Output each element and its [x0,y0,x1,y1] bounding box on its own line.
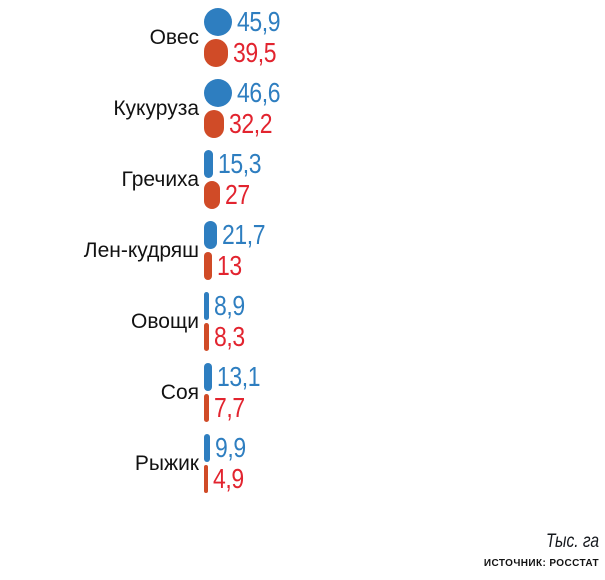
value-label-red: 7,7 [214,392,245,423]
unit-label: Тыс. га [545,531,599,552]
chart-rows: Овес 45,9 39,5 Кукуруза 46,6 32,2 Гречиха 15,3 2… [0,6,290,505]
value-label-blue: 8,9 [214,290,245,321]
bar-line-blue: 15,3 [204,148,271,179]
value-label-red: 4,9 [213,463,244,494]
chart-row: Лен-кудряш 21,7 13 [0,219,290,281]
chart-row: Соя 13,1 7,7 [0,361,290,423]
value-label-blue: 9,9 [215,432,246,463]
bar-group: 13,1 7,7 [204,361,270,423]
value-label-blue: 45,9 [237,6,281,37]
bar-group: 15,3 27 [204,148,271,210]
value-label-red: 13 [217,250,242,281]
chart-footer: Тыс. га ИСТОЧНИК: РОССТАТ [484,531,599,569]
chart-row: Овес 45,9 39,5 [0,6,290,68]
category-label: Овес [149,25,199,49]
value-label-blue: 13,1 [217,361,261,392]
bar-line-red: 7,7 [204,392,270,423]
value-label-red: 39,5 [233,37,277,68]
bar-blue [204,292,209,320]
bar-line-blue: 8,9 [204,290,251,321]
bar-line-blue: 21,7 [204,219,275,250]
bar-blue [204,150,213,178]
value-label-blue: 15,3 [218,148,262,179]
bar-line-red: 39,5 [204,37,290,68]
bar-blue [204,221,217,249]
bar-red [204,394,209,422]
category-label: Рыжик [134,451,199,475]
bar-red [204,252,212,280]
bar-red [204,323,209,351]
bar-group: 21,7 13 [204,219,275,281]
category-label: Соя [160,380,199,404]
bar-blue [204,363,212,391]
category-label: Лен-кудряш [83,238,199,262]
bar-line-red: 27 [204,179,271,210]
category-label: Гречиха [121,167,199,191]
chart-row: Гречиха 15,3 27 [0,148,290,210]
bar-red [204,39,228,67]
bar-red [204,465,208,493]
category-label: Овощи [131,309,199,333]
bar-line-red: 4,9 [204,463,252,494]
bar-line-blue: 13,1 [204,361,270,392]
bar-group: 8,9 8,3 [204,290,251,352]
bar-blue [204,8,232,36]
bar-red [204,110,224,138]
bar-group: 9,9 4,9 [204,432,252,494]
value-label-red: 27 [225,179,250,210]
bar-group: 46,6 32,2 [204,77,290,139]
bar-line-red: 8,3 [204,321,251,352]
bar-line-red: 13 [204,250,275,281]
bar-line-blue: 46,6 [204,77,290,108]
bar-blue [204,79,232,107]
value-label-red: 8,3 [214,321,245,352]
source-label: ИСТОЧНИК: РОССТАТ [483,558,599,569]
category-label: Кукуруза [113,96,199,120]
chart-row: Кукуруза 46,6 32,2 [0,77,290,139]
value-label-red: 32,2 [229,108,273,139]
bar-blue [204,434,210,462]
chart-row: Овощи 8,9 8,3 [0,290,290,352]
bar-line-red: 32,2 [204,108,290,139]
bar-line-blue: 45,9 [204,6,290,37]
bar-line-blue: 9,9 [204,432,252,463]
value-label-blue: 21,7 [222,219,266,250]
bar-group: 45,9 39,5 [204,6,290,68]
value-label-blue: 46,6 [237,77,281,108]
bar-red [204,181,220,209]
chart-row: Рыжик 9,9 4,9 [0,432,290,494]
